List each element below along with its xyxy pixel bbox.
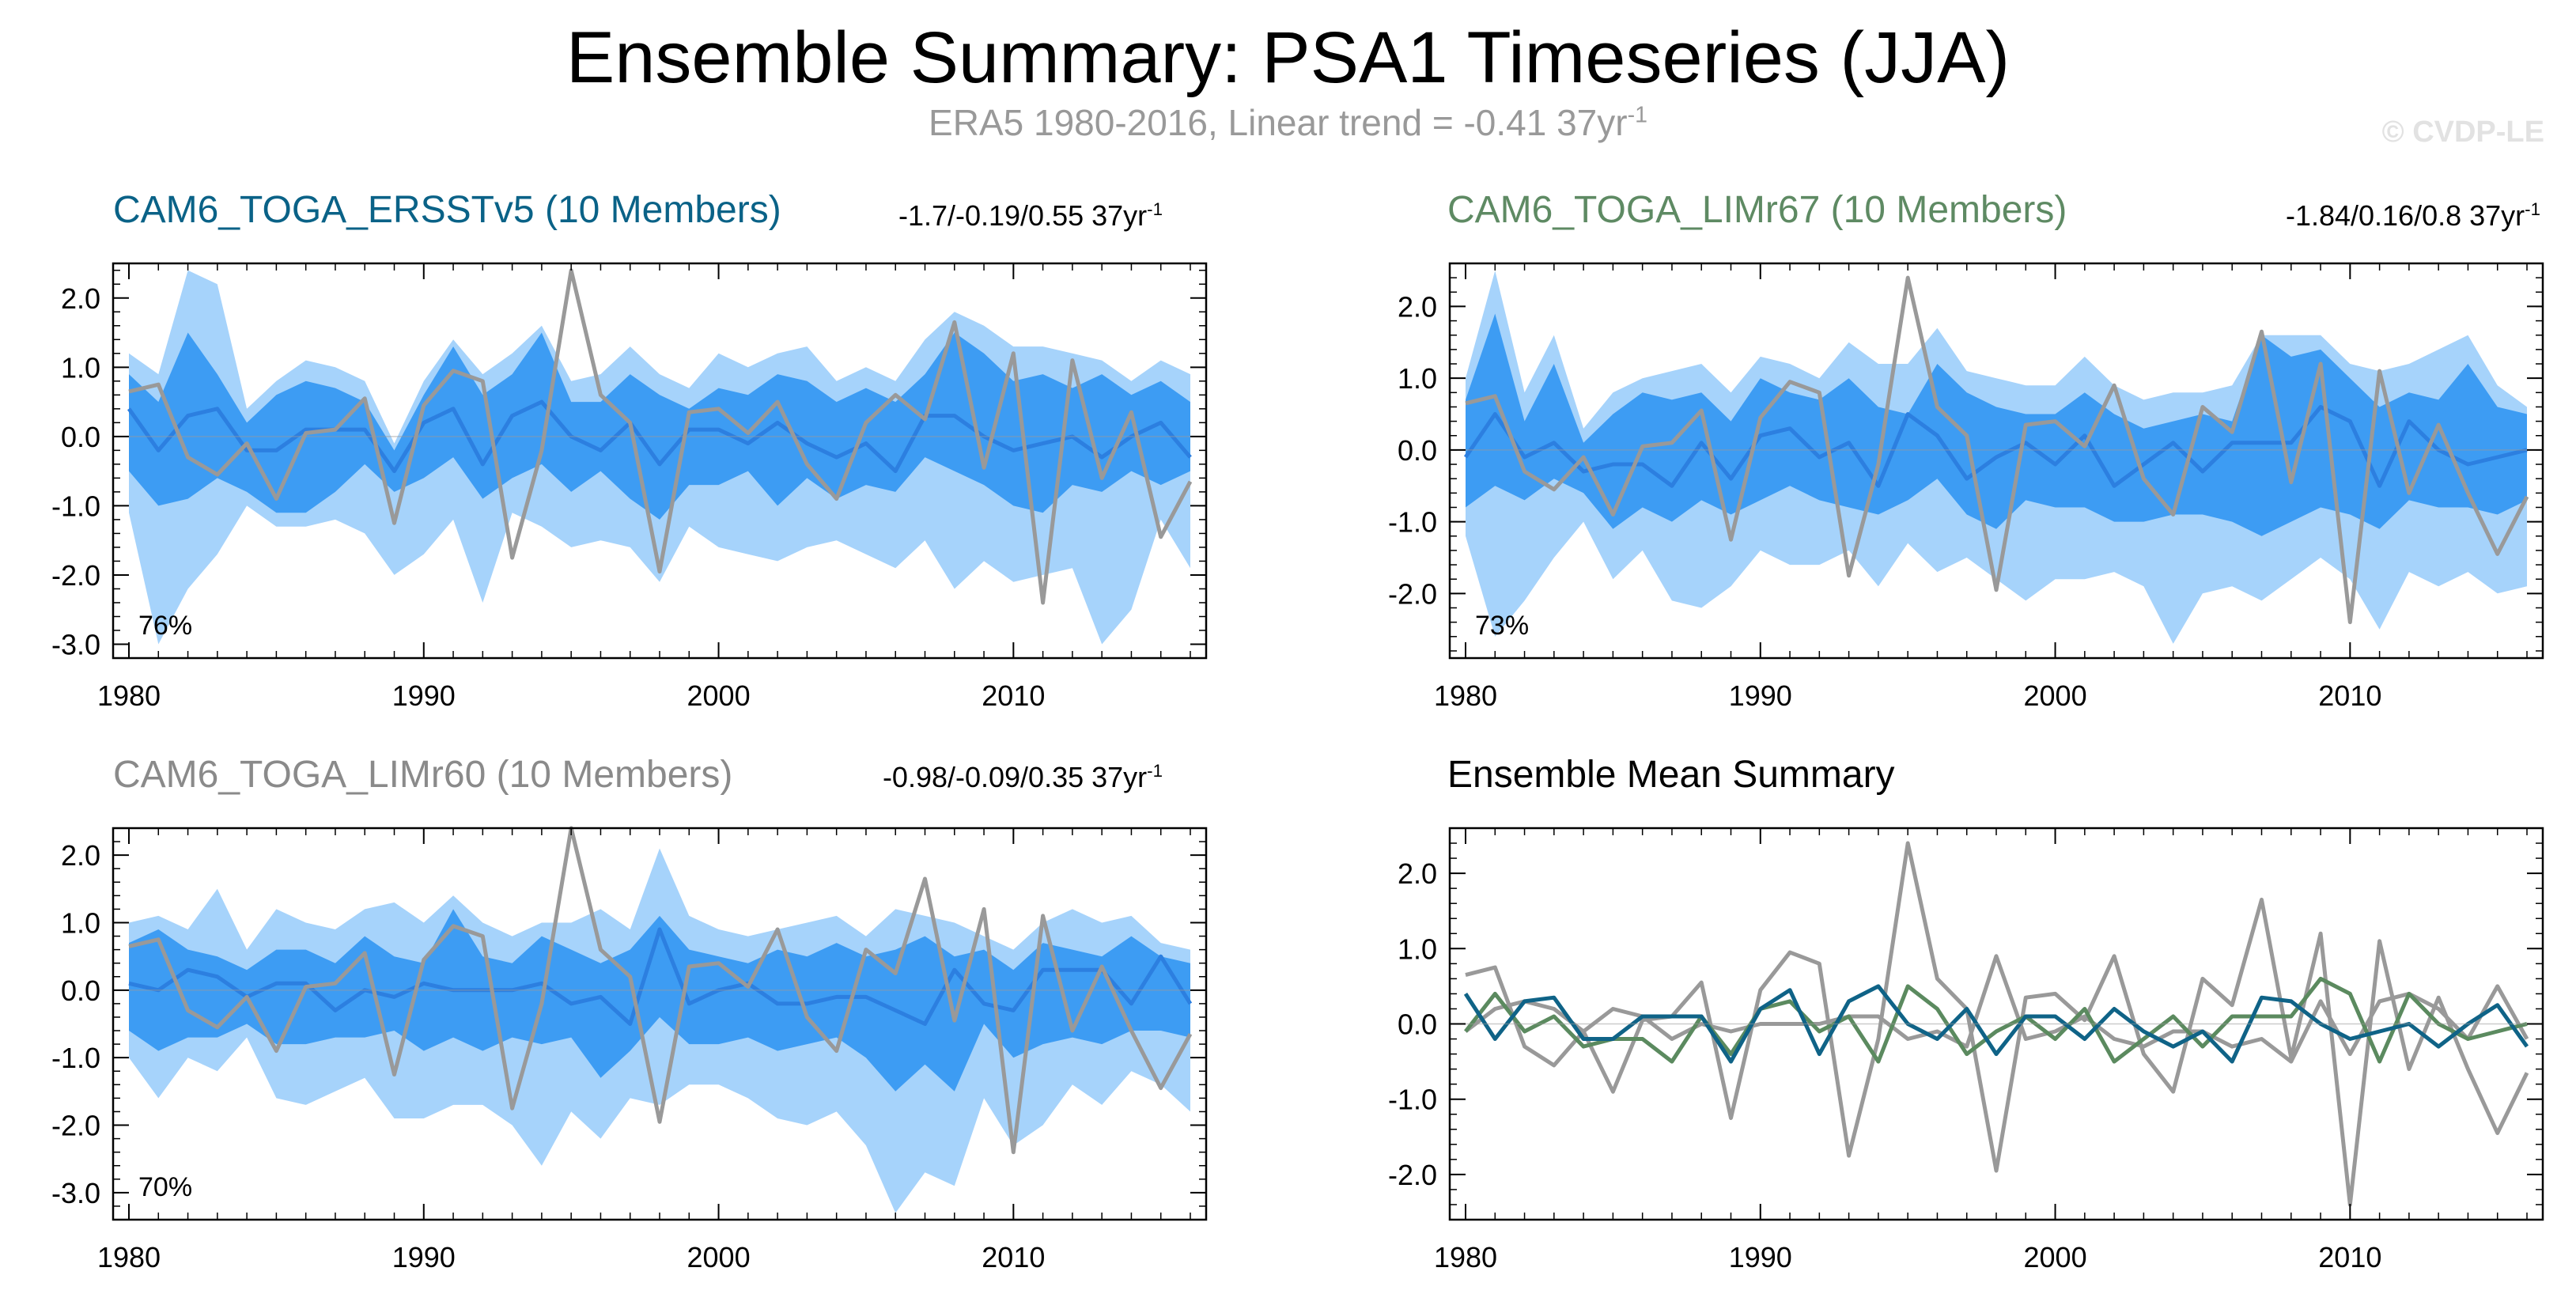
stats-superscript: -1: [1147, 761, 1163, 781]
era5-line: [1465, 275, 2529, 625]
series-line-cam6-toga-limr67: [1464, 976, 2528, 1064]
y-tick-label: 0.0: [1398, 434, 1437, 467]
y-tick-label: 1.0: [1398, 362, 1437, 395]
stats-text: -1.7/-0.19/0.55 37yr: [898, 199, 1148, 232]
watermark: © CVDP-LE: [2381, 115, 2544, 149]
band-10-90: [129, 909, 1190, 1092]
y-tick-label: 2.0: [61, 839, 100, 872]
series-line-cam6-toga-ersstv5: [1463, 984, 2529, 1064]
x-tick-label: 2010: [982, 679, 1045, 712]
x-tick-label: 2000: [2024, 1241, 2087, 1273]
y-tick-label: 0.0: [61, 421, 100, 453]
panel-stats-ersst: -1.7/-0.19/0.55 37yr-1: [898, 199, 1163, 233]
x-tick-label: 2010: [2318, 679, 2381, 712]
y-tick-label: -2.0: [51, 1110, 100, 1142]
percent-label: 73%: [1475, 611, 1529, 641]
y-tick-label: 1.0: [61, 906, 100, 939]
y-tick-label: 2.0: [1398, 290, 1437, 323]
x-tick-label: 1980: [97, 679, 161, 712]
y-tick-label: -1.0: [51, 490, 100, 522]
y-tick-label: -1.0: [1388, 1084, 1437, 1116]
x-tick-label: 1980: [1434, 679, 1497, 712]
x-tick-label: 1990: [1729, 1241, 1792, 1273]
y-tick-label: 2.0: [1398, 857, 1437, 890]
panel-ersst: 2.0 1.0 0.0 -1.0 -2.0 -3.0 1980 1990 2000 2010 76%: [51, 262, 1208, 712]
percent-label: 70%: [138, 1172, 192, 1202]
era5-line: [128, 268, 1193, 605]
y-tick-label: 0.0: [61, 974, 100, 1007]
stats-superscript: -1: [2525, 199, 2540, 219]
panel-stats-limr67: -1.84/0.16/0.8 37yr-1: [2286, 199, 2540, 233]
panel-title-limr67: CAM6_TOGA_LIMr67 (10 Members): [1447, 189, 2067, 231]
stats-text: -1.84/0.16/0.8 37yr: [2285, 199, 2525, 232]
ensemble-mean-line: [128, 927, 1193, 1026]
x-tick-label: 1990: [392, 1241, 456, 1273]
subtitle: ERA5 1980-2016, Linear trend = -0.41 37y…: [0, 101, 2576, 144]
y-tick-label: -2.0: [51, 559, 100, 592]
y-tick-label: -3.0: [51, 1177, 100, 1209]
ensemble-mean-line: [127, 399, 1192, 474]
y-tick-label: -2.0: [1388, 1159, 1437, 1191]
x-tick-label: 2010: [2318, 1241, 2381, 1273]
y-tick-label: 1.0: [61, 351, 100, 384]
y-tick-label: -1.0: [1388, 506, 1437, 539]
ensemble-mean-line: [1463, 405, 2528, 488]
x-tick-label: 2010: [982, 1241, 1045, 1273]
stats-text: -0.98/-0.09/0.35 37yr: [882, 761, 1148, 793]
x-tick-label: 2000: [687, 1241, 751, 1273]
panel-limr60: 2.0 1.0 0.0 -1.0 -2.0 -3.0 1980 1990 2000 2010 70%: [51, 826, 1208, 1273]
x-tick-label: 2000: [687, 679, 751, 712]
x-tick-label: 1990: [1729, 679, 1792, 712]
percent-label: 76%: [138, 611, 192, 641]
y-tick-label: -3.0: [51, 628, 100, 660]
y-tick-label: 2.0: [61, 282, 100, 315]
panel-title-limr60: CAM6_TOGA_LIMr60 (10 Members): [113, 754, 733, 796]
era5-line: [128, 826, 1193, 1155]
y-tick-label: 0.0: [1398, 1008, 1437, 1041]
panel-title-ersst: CAM6_TOGA_ERSSTv5 (10 Members): [113, 189, 781, 231]
panel-mean-summary: 2.0 1.0 0.0 -1.0 -2.0 1980 1990 2000 2010: [1388, 827, 2544, 1273]
x-tick-label: 1990: [392, 679, 456, 712]
x-tick-label: 1980: [97, 1241, 161, 1273]
stats-superscript: -1: [1147, 199, 1163, 219]
panel-title-mean-summary: Ensemble Mean Summary: [1447, 754, 1895, 796]
band-10-90: [1466, 313, 2527, 536]
y-tick-label: -1.0: [51, 1042, 100, 1074]
subtitle-superscript: -1: [1627, 102, 1647, 128]
x-tick-label: 2000: [2024, 679, 2087, 712]
page-title: Ensemble Summary: PSA1 Timeseries (JJA): [566, 17, 2010, 98]
panel-stats-limr60: -0.98/-0.09/0.35 37yr-1: [883, 761, 1163, 794]
x-tick-label: 1980: [1434, 1241, 1497, 1273]
subtitle-text: ERA5 1980-2016, Linear trend = -0.41 37y…: [929, 102, 1628, 143]
panel-limr67: 2.0 1.0 0.0 -1.0 -2.0 1980 1990 2000 2010 73%: [1388, 262, 2544, 712]
y-tick-label: -2.0: [1388, 577, 1437, 610]
y-tick-label: 1.0: [1398, 933, 1437, 965]
